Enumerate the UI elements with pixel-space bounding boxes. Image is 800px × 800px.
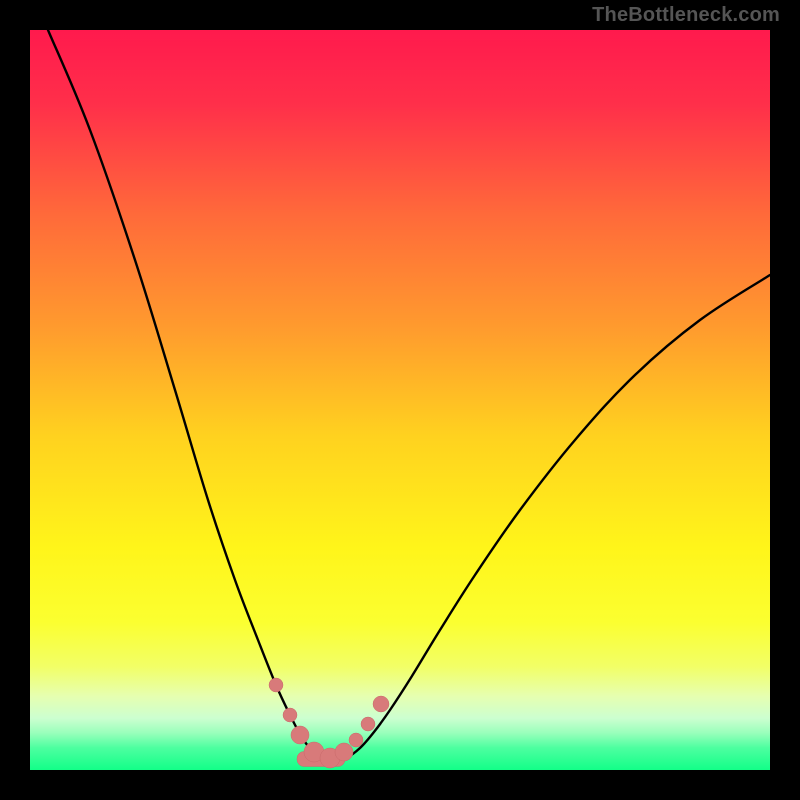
marker-dot bbox=[349, 733, 363, 747]
chart-container: TheBottleneck.com bbox=[0, 0, 800, 800]
marker-dot bbox=[291, 726, 309, 744]
marker-dot bbox=[283, 708, 297, 722]
marker-dot bbox=[269, 678, 283, 692]
watermark-text: TheBottleneck.com bbox=[592, 4, 780, 27]
marker-dot bbox=[335, 743, 353, 761]
plot-gradient bbox=[30, 30, 770, 770]
marker-dot bbox=[373, 696, 389, 712]
bottleneck-chart bbox=[0, 0, 800, 800]
marker-dot bbox=[361, 717, 375, 731]
